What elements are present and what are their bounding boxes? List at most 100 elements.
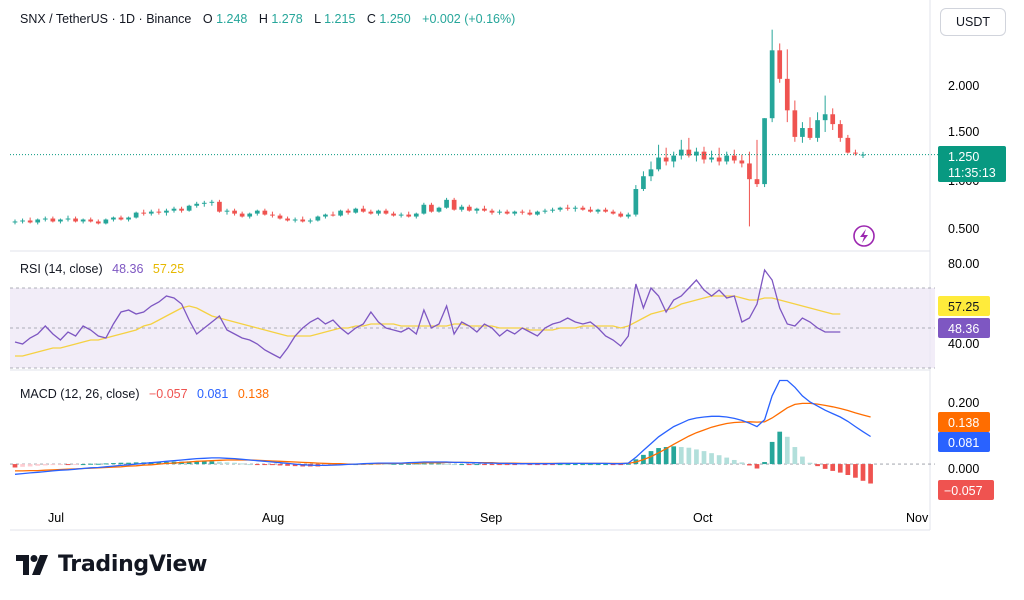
change-value: +0.002 (+0.16%)	[422, 12, 515, 26]
candle-body	[709, 157, 714, 160]
candle-body	[345, 210, 351, 213]
candle-body	[171, 208, 177, 211]
histogram-bar	[542, 464, 548, 466]
histogram-bar	[550, 464, 555, 466]
candle	[747, 151, 752, 227]
candle	[103, 218, 109, 225]
candle	[194, 201, 200, 208]
candle	[35, 218, 41, 225]
candle-body	[307, 220, 313, 222]
candle-body	[436, 207, 442, 212]
histogram-bar	[868, 464, 873, 484]
candle-body	[353, 208, 359, 213]
price-tick-0500: 0.500	[948, 222, 979, 236]
candle	[413, 212, 419, 219]
candle	[133, 211, 139, 219]
rsi-ma-line	[15, 295, 841, 357]
rsi-lines[interactable]	[14, 268, 841, 359]
candle-body	[572, 207, 578, 209]
candle	[535, 210, 540, 216]
histogram-bar	[610, 464, 616, 466]
candle-body	[663, 157, 669, 162]
rsi-legend: RSI (14, close) 48.36 57.25	[20, 262, 184, 276]
brand-name: TradingView	[58, 552, 208, 577]
histogram-bar	[822, 464, 828, 469]
histogram-bar	[103, 463, 109, 465]
candle-body	[80, 219, 86, 222]
histogram-bar	[201, 461, 207, 465]
histogram-bar	[747, 464, 752, 466]
candle	[527, 209, 533, 216]
histogram-bar	[270, 464, 275, 466]
candle-body	[777, 50, 783, 79]
candle	[368, 209, 374, 215]
candle	[50, 216, 56, 223]
candle-body	[209, 201, 215, 203]
histogram-bar	[807, 462, 813, 465]
candle	[550, 207, 555, 213]
time-axis: Jul Aug Sep Oct Nov	[48, 511, 929, 525]
time-tick-nov: Nov	[906, 511, 929, 525]
histogram-bar	[603, 464, 608, 466]
candle-body	[50, 218, 56, 222]
candle	[65, 215, 71, 222]
candle	[436, 206, 442, 213]
histogram-bar	[535, 464, 540, 466]
histogram-bar	[111, 463, 116, 465]
candle-body	[853, 152, 858, 154]
histogram-bar	[58, 464, 63, 466]
candle	[837, 120, 843, 142]
histogram-bar	[716, 455, 722, 465]
candle-body	[292, 219, 298, 221]
lightning-icon[interactable]	[853, 225, 875, 247]
macd-lines[interactable]	[14, 379, 871, 475]
candle-body	[262, 210, 268, 215]
histogram-bar	[709, 453, 714, 465]
candle-body	[111, 217, 116, 220]
symbol-label: SNX / TetherUS · 1D · Binance	[20, 12, 191, 26]
candle	[217, 199, 222, 213]
candle-body	[444, 199, 449, 208]
candle-body	[716, 157, 722, 162]
histogram-bar	[701, 451, 707, 465]
histogram-bar	[133, 462, 139, 465]
candle-body	[815, 120, 820, 138]
histogram-bar	[285, 464, 290, 466]
candle-body	[807, 128, 813, 138]
candle-body	[792, 110, 798, 137]
macd-tags: 0.138 0.081 −0.057	[938, 412, 994, 500]
histogram-tag: −0.057	[944, 484, 983, 498]
macd-title: MACD (12, 26, close)	[20, 387, 139, 401]
histogram-bar	[95, 463, 101, 465]
candle-body	[239, 213, 245, 217]
candle	[300, 216, 306, 223]
currency-button[interactable]: USDT	[940, 8, 1006, 36]
candle	[830, 108, 836, 130]
histogram-bar	[391, 463, 396, 465]
candle-body	[739, 160, 745, 164]
histogram-bar	[413, 463, 419, 465]
candle-body	[20, 220, 25, 222]
candlestick-series[interactable]	[12, 29, 866, 227]
candle-body	[368, 211, 374, 214]
candle-body	[731, 155, 737, 161]
candle-body	[800, 128, 805, 137]
candle	[338, 209, 343, 217]
candle-body	[489, 210, 495, 213]
candle-body	[625, 214, 631, 217]
rsi-line	[14, 268, 841, 359]
candle-body	[497, 211, 502, 213]
macd-histogram[interactable]	[12, 431, 873, 484]
brand-logo[interactable]: TradingView	[16, 552, 207, 577]
histogram-bar	[860, 464, 866, 481]
candle	[466, 204, 472, 212]
candle-body	[27, 220, 33, 223]
candle	[254, 209, 260, 216]
candle	[610, 209, 616, 215]
histogram-bar	[565, 464, 571, 466]
candle-body	[383, 210, 389, 214]
histogram-bar	[254, 464, 260, 466]
histogram-bar	[292, 464, 298, 467]
close-value: 1.250	[379, 12, 410, 26]
